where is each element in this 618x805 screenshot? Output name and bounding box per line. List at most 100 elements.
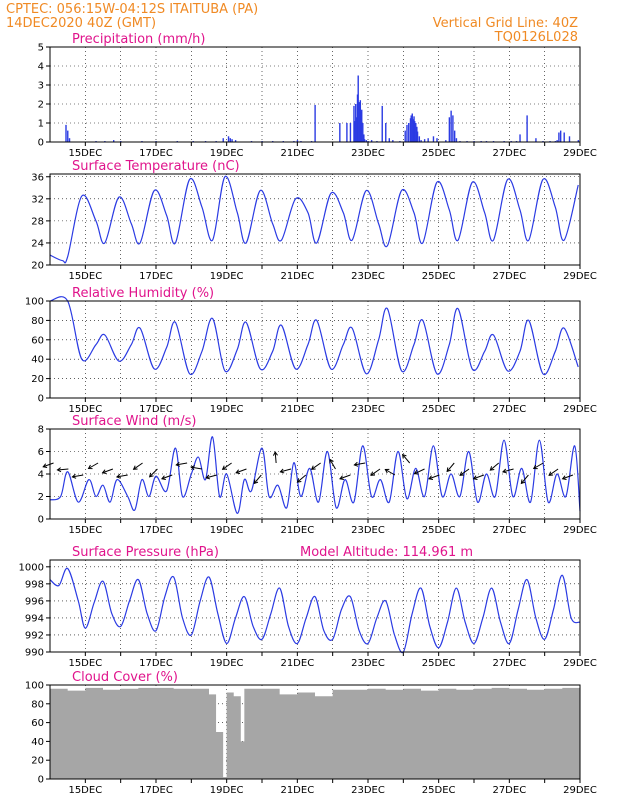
wind-arrow: [222, 462, 232, 470]
precip-ytick-label: 0: [38, 138, 44, 149]
wind-arrow: [57, 468, 69, 471]
rh-ytick-label: 20: [31, 374, 44, 385]
precip-bar: [556, 140, 558, 142]
cloud-xtick-label: 15DEC: [68, 785, 102, 796]
header-location: CPTEC: 056:15W-04:12S ITAITUBA (PA): [6, 2, 258, 17]
wind-arrow: [176, 462, 188, 466]
wind-arrow: [191, 466, 203, 470]
precip-bar: [363, 134, 365, 142]
precip-bar: [455, 138, 458, 142]
cloud-ytick-label: 40: [31, 737, 44, 748]
cloud-ytick-label: 100: [25, 681, 44, 692]
precip-bar: [356, 117, 358, 142]
wind-arrow-head: [339, 475, 345, 481]
wind-arrow: [502, 468, 514, 473]
precip-xtick-label: 25DEC: [422, 148, 456, 159]
precip-bar: [413, 116, 415, 142]
wind-arrow: [489, 462, 500, 471]
rh-xtick-label: 17DEC: [139, 404, 173, 415]
wind-arrow: [370, 468, 381, 476]
precip-bar: [296, 140, 299, 142]
wind-arrow-head: [190, 465, 196, 471]
cloud-xtick-label: 27DEC: [492, 785, 526, 796]
pres-xtick-label: 21DEC: [280, 658, 314, 669]
cloud-xtick-label: 25DEC: [422, 785, 456, 796]
header-date: 14DEC2020 40Z (GMT): [6, 16, 156, 31]
cloud-ytick-label: 60: [31, 718, 44, 729]
wind-arrow: [520, 474, 529, 484]
temp-title: Surface Temperature (nC): [72, 159, 240, 174]
pres-xtick-label: 25DEC: [422, 658, 456, 669]
wind-arrow-head: [428, 475, 434, 481]
precip-bar: [568, 136, 571, 142]
wind-xtick-label: 19DEC: [210, 525, 244, 536]
precip-ytick-label: 4: [38, 62, 44, 73]
precip-bar: [577, 140, 580, 142]
precip-ytick-label: 2: [38, 100, 44, 111]
precip-bar: [418, 136, 421, 142]
wind-arrow: [562, 474, 574, 480]
temp-xtick-label: 19DEC: [210, 271, 244, 282]
temp-ytick-label: 24: [31, 238, 44, 249]
precip-panel: 0 1 2 3 4 5 15DEC 17DEC 19DEC 21DEC 23DEC 25DEC 27DE…: [38, 32, 597, 159]
precip-bar: [385, 123, 387, 142]
wind-ytick-label: 0: [38, 515, 44, 526]
precip-bar: [408, 123, 410, 142]
wind-arrow: [311, 462, 321, 470]
wind-arrow-head: [520, 479, 526, 485]
wind-arrow: [548, 468, 559, 476]
precip-bar: [415, 123, 417, 142]
wind-arrow-head: [253, 479, 259, 485]
rh-ytick-label: 0: [38, 394, 44, 405]
rh-panel: 0 20 40 60 80 100 15DEC 17DEC 19DEC 21DEC 23DEC 25D…: [25, 286, 597, 415]
precip-bar: [361, 109, 363, 142]
precip-bar: [448, 117, 451, 142]
wind-arrow: [446, 462, 455, 472]
wind-arrow-head: [296, 478, 302, 483]
pres-ytick-label: 1000: [19, 562, 44, 573]
wind-xtick-label: 21DEC: [280, 525, 314, 536]
rh-line: [49, 296, 579, 376]
wind-arrow: [533, 462, 544, 469]
wind-arrow: [88, 462, 99, 469]
cloud-xtick-label: 21DEC: [280, 785, 314, 796]
precip-bar: [113, 140, 115, 142]
wind-arrow: [161, 474, 173, 480]
precip-bar: [409, 118, 412, 142]
wind-arrow-head: [370, 471, 376, 476]
wind-arrow-head: [532, 464, 538, 470]
precip-bar: [314, 104, 316, 142]
precip-bar: [392, 140, 394, 142]
header-grid-note: Vertical Grid Line: 40Z: [433, 16, 578, 31]
precip-bar: [355, 104, 357, 142]
precip-bar: [436, 138, 438, 142]
precip-ytick-label: 5: [38, 43, 44, 54]
wind-arrow-head: [87, 464, 93, 470]
wind-arrow-head: [279, 468, 285, 474]
rh-xtick-label: 29DEC: [563, 404, 597, 415]
wind-arrow-head: [148, 472, 154, 478]
wind-arrow-head: [42, 463, 48, 469]
precip-bar: [406, 124, 408, 142]
rh-ytick-label: 40: [31, 355, 44, 366]
rh-xtick-label: 25DEC: [422, 404, 456, 415]
precip-bar: [526, 115, 528, 142]
pres-xtick-label: 27DEC: [492, 658, 526, 669]
wind-arrow: [72, 474, 84, 478]
wind-line: [49, 436, 581, 514]
pres-panel: 990 992 994 996 998 1000 15DEC 17DEC 19DEC 21DEC 2…: [19, 545, 597, 669]
pres-ytick-label: 990: [25, 648, 44, 659]
precip-xtick-label: 27DEC: [492, 148, 526, 159]
cloud-xtick-label: 29DEC: [563, 785, 597, 796]
wind-arrow-head: [175, 461, 181, 467]
cloud-ytick-label: 20: [31, 756, 44, 767]
wind-xtick-label: 29DEC: [563, 525, 597, 536]
precip-bar: [410, 115, 412, 142]
precip-bar: [414, 121, 416, 142]
rh-xtick-label: 15DEC: [68, 404, 102, 415]
precip-bar: [346, 123, 348, 142]
temp-xtick-label: 27DEC: [492, 271, 526, 282]
wind-arrow-head: [446, 467, 452, 473]
cloud-frame: [49, 684, 581, 780]
